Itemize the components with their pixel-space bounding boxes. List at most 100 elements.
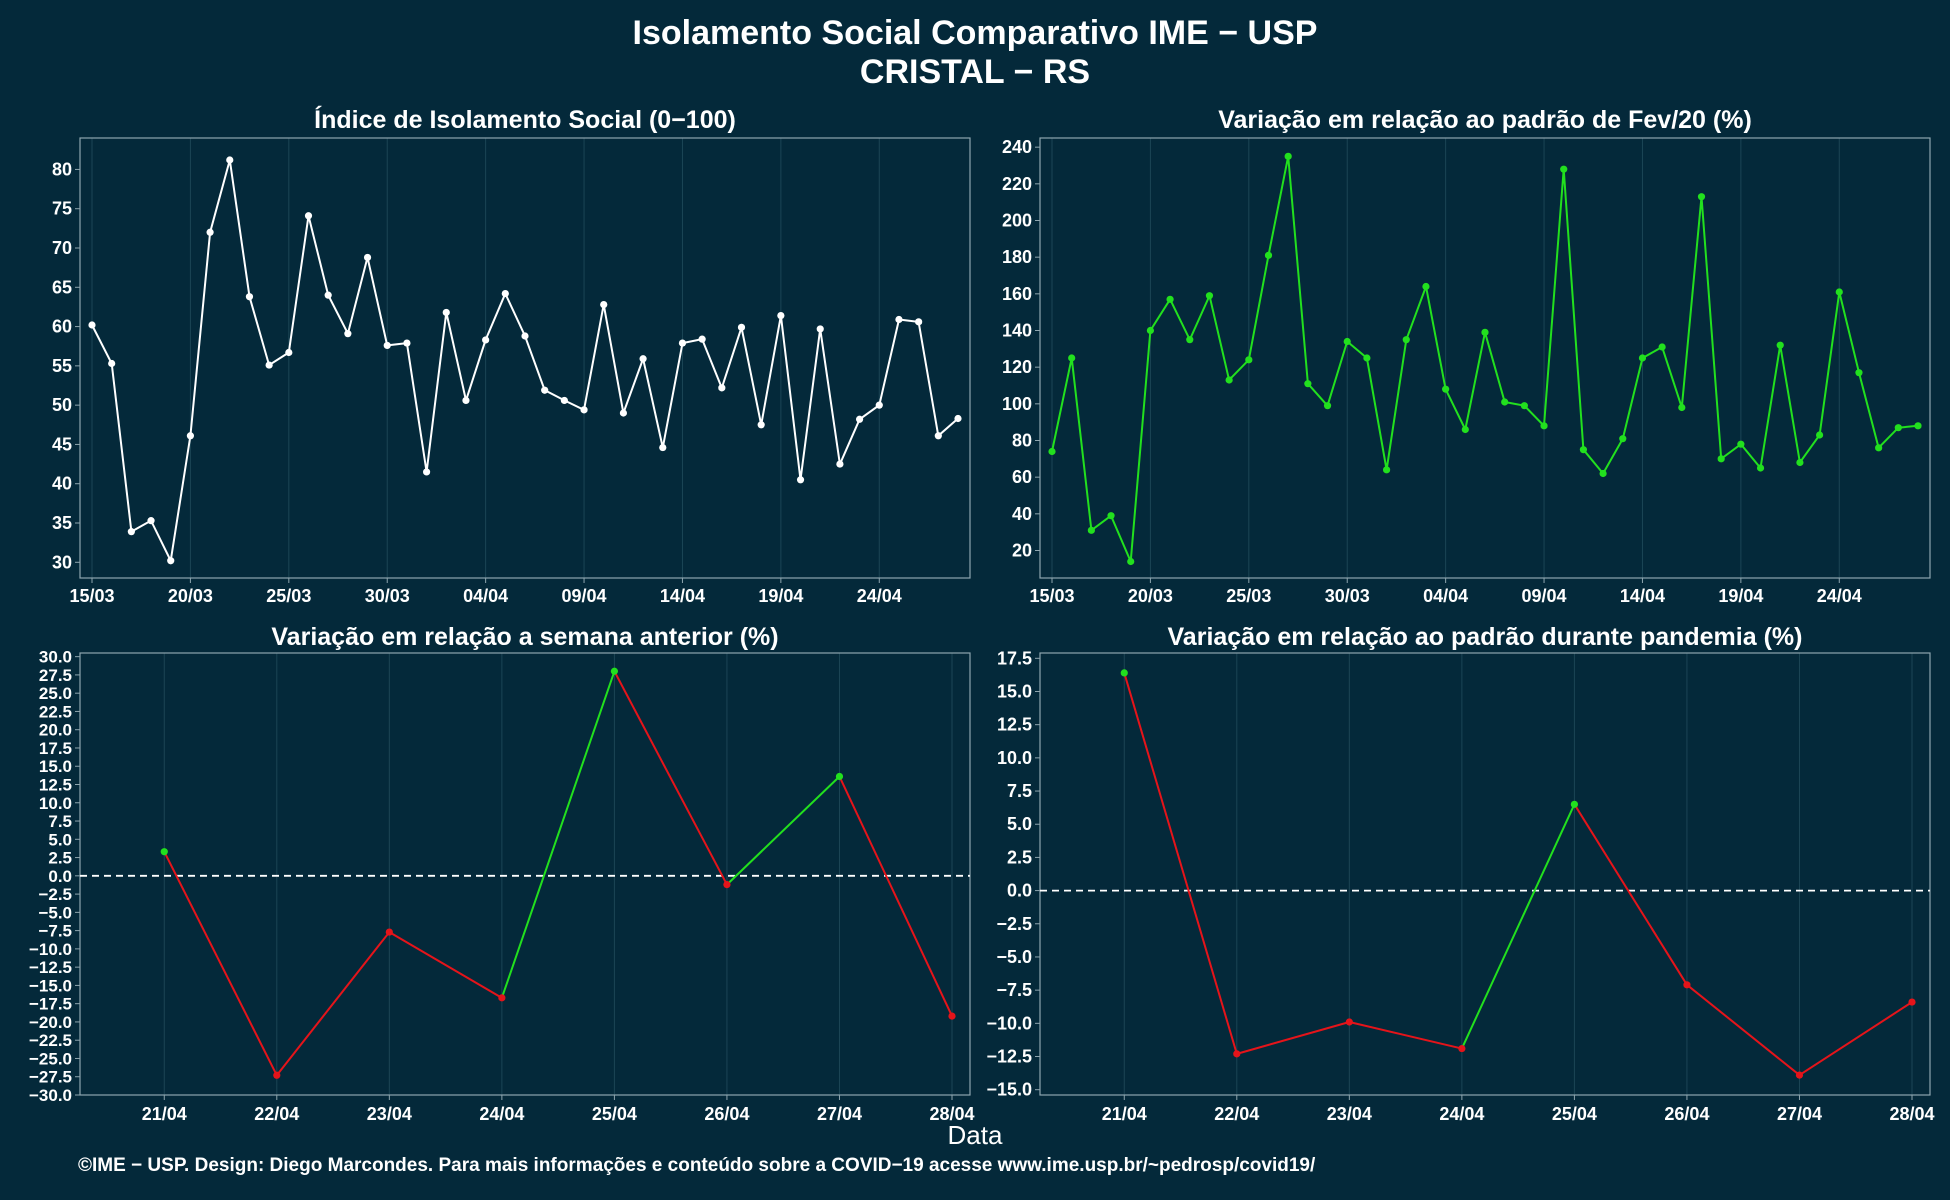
y-tick-label: −22.5 — [29, 1031, 72, 1050]
data-point — [1501, 398, 1509, 406]
data-point — [698, 335, 706, 343]
x-tick-label: 27/04 — [1777, 1104, 1822, 1124]
series-segment — [1573, 803, 1688, 986]
data-point — [915, 318, 923, 326]
y-tick-label: −30.0 — [29, 1086, 72, 1105]
data-point — [1233, 1050, 1241, 1058]
series-line — [1051, 156, 1919, 562]
data-point — [1717, 455, 1725, 463]
y-tick-label: 30.0 — [39, 648, 72, 667]
x-tick-label: 15/03 — [69, 586, 114, 606]
series-segment — [500, 670, 616, 999]
data-point — [1048, 447, 1056, 456]
y-tick-label: 50 — [52, 395, 72, 415]
chart-title: Variação em relação a semana anterior (%… — [271, 623, 778, 651]
data-point — [1796, 458, 1804, 467]
y-tick-label: −12.5 — [29, 958, 72, 977]
data-point — [1855, 369, 1863, 377]
y-tick-label: 2.5 — [1007, 847, 1032, 867]
data-point — [619, 409, 628, 417]
data-point — [521, 332, 529, 340]
y-tick-label: −7.5 — [996, 980, 1032, 1000]
data-point — [1284, 152, 1292, 160]
data-point — [88, 321, 96, 329]
data-point — [954, 414, 962, 423]
x-tick-label: 28/04 — [929, 1104, 974, 1124]
y-tick-label: 20.0 — [39, 721, 72, 740]
y-tick-label: 15.0 — [39, 757, 72, 776]
y-tick-label: 45 — [52, 434, 72, 454]
y-tick-label: 17.5 — [39, 739, 72, 758]
x-tick-label: 19/04 — [1718, 586, 1763, 606]
y-tick-label: 12.5 — [39, 776, 72, 795]
y-tick-label: 40 — [1012, 504, 1032, 524]
series-segment — [1349, 1021, 1463, 1050]
data-point — [1570, 800, 1578, 808]
y-tick-label: −5.0 — [38, 903, 72, 922]
data-point — [265, 361, 273, 369]
data-point — [1363, 354, 1371, 362]
data-point — [1540, 422, 1548, 430]
data-point — [895, 315, 903, 324]
y-tick-label: 0.0 — [48, 867, 72, 886]
data-point — [1442, 385, 1450, 393]
data-point — [639, 355, 647, 363]
data-point — [1658, 343, 1666, 351]
series-segment — [1686, 984, 1801, 1076]
data-point — [1756, 464, 1765, 472]
data-point — [1638, 354, 1647, 362]
data-point — [167, 557, 175, 565]
data-point — [385, 928, 393, 936]
data-point — [678, 339, 687, 347]
x-tick-label: 24/04 — [857, 586, 902, 606]
y-tick-label: −15.0 — [29, 976, 72, 995]
x-tick-label: 25/04 — [592, 1104, 637, 1124]
data-point — [1343, 337, 1351, 346]
series-segment — [1460, 803, 1576, 1049]
y-tick-label: 10.0 — [39, 794, 72, 813]
footer-credit: ©IME − USP. Design: Diego Marcondes. Par… — [78, 1155, 1316, 1176]
y-tick-label: −12.5 — [986, 1047, 1032, 1067]
y-tick-label: 10.0 — [997, 748, 1032, 768]
data-point — [1264, 251, 1273, 259]
series-segment — [613, 670, 728, 886]
y-tick-label: −25.0 — [29, 1049, 72, 1068]
x-tick-label: 20/03 — [168, 586, 213, 606]
data-point — [1875, 444, 1883, 452]
x-tick-label: 23/04 — [1327, 1104, 1372, 1124]
y-tick-label: 180 — [1002, 247, 1032, 267]
y-tick-label: −27.5 — [29, 1068, 72, 1087]
main-title-line1: Isolamento Social Comparativo IME − USP — [632, 14, 1318, 52]
x-tick-label: 22/04 — [1214, 1104, 1259, 1124]
y-tick-label: 22.5 — [39, 702, 72, 721]
data-point — [1560, 165, 1568, 173]
data-point — [1579, 446, 1588, 454]
data-point — [1908, 998, 1916, 1006]
y-tick-label: 5.0 — [48, 830, 72, 849]
shared-x-axis-title: Data — [947, 1120, 1003, 1150]
y-tick-label: 7.5 — [1007, 781, 1032, 801]
y-tick-label: 27.5 — [39, 666, 72, 685]
data-point — [108, 359, 116, 368]
series-line — [91, 159, 959, 564]
data-point — [816, 325, 824, 333]
chart-title: Variação em relação ao padrão de Fev/20 … — [1218, 106, 1752, 134]
y-tick-label: 60 — [1012, 467, 1032, 487]
data-point — [934, 432, 942, 440]
series-segment — [838, 776, 953, 1017]
x-tick-label: 09/04 — [1522, 586, 1567, 606]
data-point — [855, 415, 864, 423]
data-point — [127, 528, 135, 536]
y-tick-label: 30 — [52, 552, 72, 572]
series-segment — [388, 931, 503, 999]
data-point — [403, 339, 411, 347]
data-point — [836, 460, 844, 468]
x-tick-label: 27/04 — [817, 1104, 862, 1124]
data-point — [273, 1071, 281, 1079]
y-tick-label: −7.5 — [38, 922, 72, 941]
data-point — [160, 848, 168, 856]
y-tick-label: 65 — [52, 277, 72, 297]
data-point — [1678, 403, 1686, 412]
